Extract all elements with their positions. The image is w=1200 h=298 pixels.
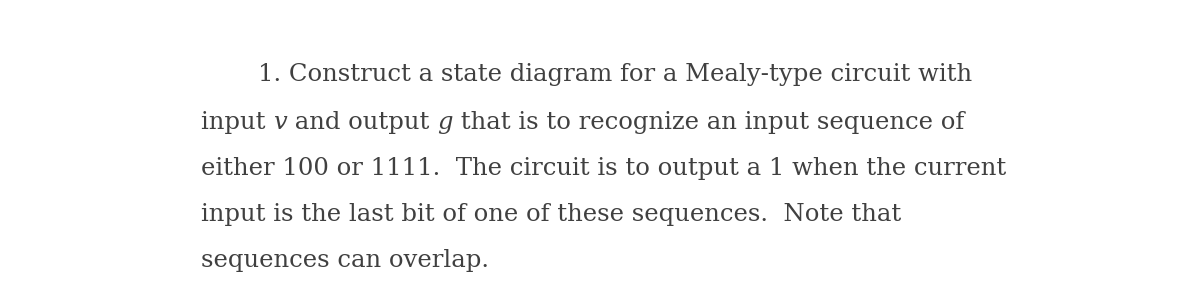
Text: v: v (274, 111, 287, 134)
Text: sequences can overlap.: sequences can overlap. (202, 249, 490, 272)
Text: and output: and output (287, 111, 437, 134)
Text: input: input (202, 111, 274, 134)
Text: either 100 or 1111.  The circuit is to output a 1 when the current: either 100 or 1111. The circuit is to ou… (202, 157, 1007, 180)
Text: 1. Construct a state diagram for a Mealy-type circuit with: 1. Construct a state diagram for a Mealy… (258, 63, 972, 86)
Text: g: g (437, 111, 452, 134)
Text: input is the last bit of one of these sequences.  Note that: input is the last bit of one of these se… (202, 203, 901, 226)
Text: that is to recognize an input sequence of: that is to recognize an input sequence o… (452, 111, 964, 134)
